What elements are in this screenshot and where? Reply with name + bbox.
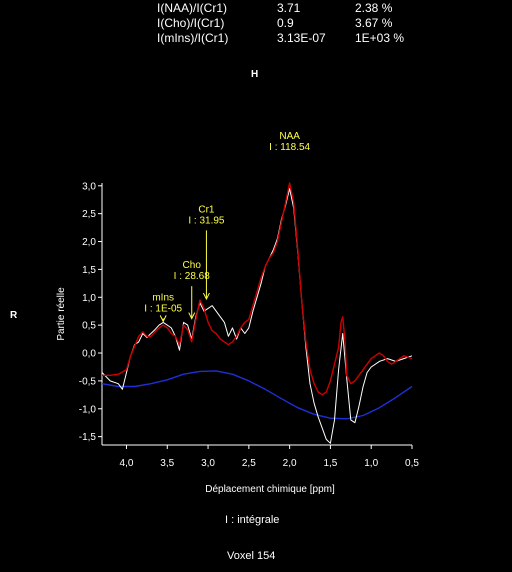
mins-arrow: [159, 315, 167, 323]
x-tick-label: 3,5: [160, 458, 174, 469]
mins-peak-integral: I : 1E-05: [144, 303, 182, 314]
y-tick-label: 2,5: [82, 209, 96, 220]
cho-peak-integral: I : 28.68: [174, 271, 211, 282]
ratio-label: I(Cho)/I(Cr1): [157, 16, 225, 30]
ratio-value: 3.71: [277, 1, 301, 15]
x-tick-label: 2,0: [283, 458, 297, 469]
ratio-error: 3.67 %: [355, 16, 393, 30]
ratio-value: 0.9: [277, 16, 294, 30]
cr1-arrow: [202, 292, 210, 301]
x-tick-label: 4,0: [120, 458, 134, 469]
ratio-error: 2.38 %: [355, 1, 393, 15]
y-tick-label: 2,0: [82, 237, 96, 248]
x-axis-label: Déplacement chimique [ppm]: [205, 484, 335, 495]
x-tick-label: 1,0: [364, 458, 378, 469]
cr1-peak-name: Cr1: [198, 204, 215, 215]
legend-text: I : intégrale: [225, 514, 280, 526]
y-tick-label: 0,0: [82, 349, 96, 360]
voxel-label: Voxel 154: [227, 550, 276, 562]
ratio-label: I(mIns)/I(Cr1): [157, 31, 229, 45]
ratio-value: 3.13E-07: [277, 31, 326, 45]
y-tick-label: 1,0: [82, 293, 96, 304]
x-tick-label: 1,5: [323, 458, 337, 469]
cr1-peak-integral: I : 31.95: [188, 215, 225, 226]
orientation-left-marker: R: [10, 310, 18, 321]
ratio-label: I(NAA)/I(Cr1): [157, 1, 227, 15]
y-tick-label: -1,5: [79, 432, 97, 443]
cho-arrow: [188, 312, 196, 320]
x-tick-label: 2,5: [242, 458, 256, 469]
naa-peak-integral: I : 118.54: [269, 142, 310, 153]
spectrum-line: [101, 188, 413, 444]
x-tick-label: 3,0: [201, 458, 215, 469]
orientation-top-marker: H: [251, 69, 259, 80]
x-tick-label: 0,5: [405, 458, 419, 469]
y-axis-label: Partie réelle: [56, 287, 67, 341]
cho-peak-name: Cho: [183, 260, 202, 271]
ratio-table: I(NAA)/I(Cr1) 3.71 2.38 % I(Cho)/I(Cr1) …: [0, 0, 512, 48]
y-tick-label: 0,5: [82, 321, 96, 332]
y-tick-label: -1,0: [79, 404, 97, 415]
ratio-error: 1E+03 %: [355, 31, 405, 45]
y-tick-label: 3,0: [82, 181, 96, 192]
y-tick-label: -0,5: [79, 376, 97, 387]
baseline-line: [101, 370, 413, 420]
fit-line: [102, 182, 413, 396]
y-tick-label: 1,5: [82, 265, 96, 276]
naa-peak-name: NAA: [279, 131, 300, 142]
mins-peak-name: mIns: [152, 292, 174, 303]
